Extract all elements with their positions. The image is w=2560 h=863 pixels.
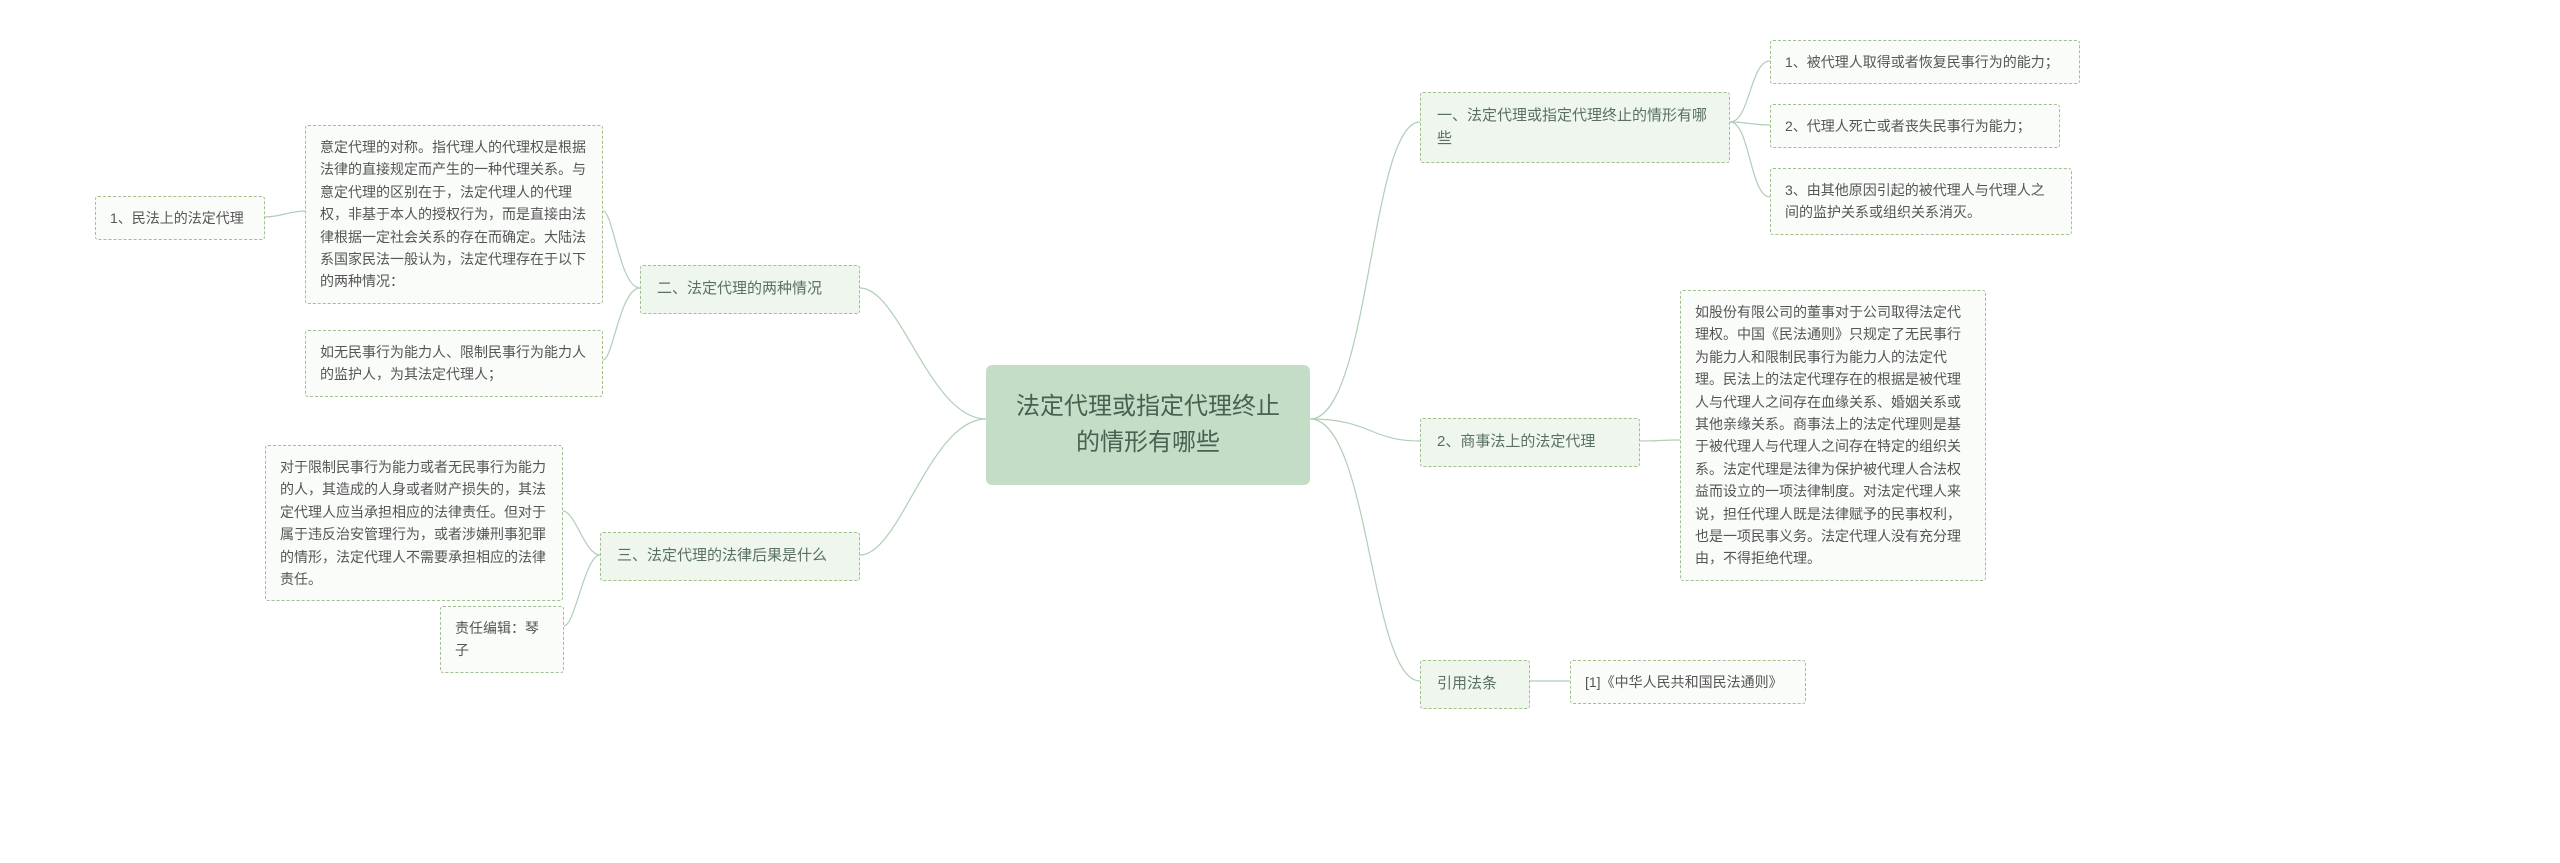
leaf-right-2-1: 如股份有限公司的董事对于公司取得法定代理权。中国《民法通则》只规定了无民事行为能… <box>1680 290 1986 581</box>
center-node[interactable]: 法定代理或指定代理终止的情形有哪些 <box>986 365 1310 485</box>
leaf-right-1-3: 3、由其他原因引起的被代理人与代理人之间的监护关系或组织关系消灭。 <box>1770 168 2072 235</box>
leaf-right-1-1: 1、被代理人取得或者恢复民事行为的能力； <box>1770 40 2080 84</box>
leaf-left-2-1: 意定代理的对称。指代理人的代理权是根据法律的直接规定而产生的一种代理关系。与意定… <box>305 125 603 304</box>
leaf-right-1-2: 2、代理人死亡或者丧失民事行为能力； <box>1770 104 2060 148</box>
branch-right-3[interactable]: 引用法条 <box>1420 660 1530 709</box>
leaf-left-2-1-sub: 1、民法上的法定代理 <box>95 196 265 240</box>
branch-left-2[interactable]: 二、法定代理的两种情况 <box>640 265 860 314</box>
leaf-left-3-1: 对于限制民事行为能力或者无民事行为能力的人，其造成的人身或者财产损失的，其法定代… <box>265 445 563 601</box>
leaf-left-3-2: 责任编辑：琴子 <box>440 606 564 673</box>
branch-right-1[interactable]: 一、法定代理或指定代理终止的情形有哪些 <box>1420 92 1730 163</box>
leaf-left-2-2: 如无民事行为能力人、限制民事行为能力人的监护人，为其法定代理人； <box>305 330 603 397</box>
leaf-right-3-1: [1]《中华人民共和国民法通则》 <box>1570 660 1806 704</box>
branch-right-2[interactable]: 2、商事法上的法定代理 <box>1420 418 1640 467</box>
branch-left-3[interactable]: 三、法定代理的法律后果是什么 <box>600 532 860 581</box>
